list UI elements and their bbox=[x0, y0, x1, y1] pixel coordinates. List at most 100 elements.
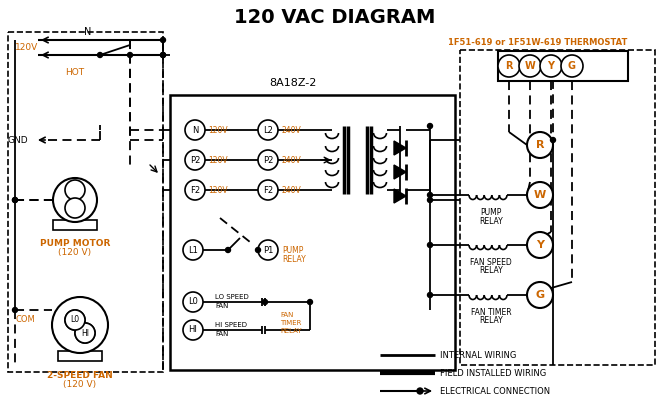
Circle shape bbox=[185, 120, 205, 140]
Circle shape bbox=[519, 55, 541, 77]
Text: 120V: 120V bbox=[208, 155, 228, 165]
Text: PUMP: PUMP bbox=[480, 208, 502, 217]
Circle shape bbox=[161, 52, 165, 57]
Circle shape bbox=[255, 248, 261, 253]
Text: 240V: 240V bbox=[281, 186, 301, 194]
Text: W: W bbox=[525, 61, 535, 71]
Text: HI: HI bbox=[188, 326, 198, 334]
Circle shape bbox=[52, 297, 108, 353]
Text: RELAY: RELAY bbox=[282, 254, 306, 264]
Text: P2: P2 bbox=[190, 155, 200, 165]
Circle shape bbox=[75, 323, 95, 343]
Text: F2: F2 bbox=[190, 186, 200, 194]
Text: RELAY: RELAY bbox=[479, 217, 503, 226]
Text: ELECTRICAL CONNECTION: ELECTRICAL CONNECTION bbox=[440, 386, 550, 396]
Text: FAN: FAN bbox=[280, 312, 293, 318]
Bar bbox=[8, 32, 163, 372]
Bar bbox=[53, 220, 97, 230]
Text: RELAY: RELAY bbox=[479, 316, 503, 325]
Text: FAN: FAN bbox=[215, 303, 228, 309]
Text: 240V: 240V bbox=[281, 126, 301, 134]
Text: 240V: 240V bbox=[281, 155, 301, 165]
Circle shape bbox=[258, 150, 278, 170]
Circle shape bbox=[308, 300, 312, 305]
Circle shape bbox=[258, 240, 278, 260]
Circle shape bbox=[258, 180, 278, 200]
Text: TIMER: TIMER bbox=[280, 320, 302, 326]
Text: Y: Y bbox=[547, 61, 555, 71]
Circle shape bbox=[183, 240, 203, 260]
Text: L0: L0 bbox=[188, 297, 198, 307]
Text: (120 V): (120 V) bbox=[64, 380, 96, 390]
Text: HI SPEED: HI SPEED bbox=[215, 322, 247, 328]
Text: N: N bbox=[192, 126, 198, 134]
Text: 120 VAC DIAGRAM: 120 VAC DIAGRAM bbox=[234, 8, 436, 26]
Text: 8A18Z-2: 8A18Z-2 bbox=[269, 78, 316, 88]
Text: 120V: 120V bbox=[208, 126, 228, 134]
Circle shape bbox=[98, 52, 103, 57]
Circle shape bbox=[527, 282, 553, 308]
Circle shape bbox=[427, 292, 433, 297]
Text: FAN TIMER: FAN TIMER bbox=[471, 308, 511, 317]
Circle shape bbox=[65, 198, 85, 218]
Bar bbox=[170, 95, 455, 370]
Circle shape bbox=[427, 192, 433, 197]
Bar bbox=[58, 351, 102, 361]
Polygon shape bbox=[394, 189, 406, 203]
Text: LO SPEED: LO SPEED bbox=[215, 294, 249, 300]
Text: L0: L0 bbox=[70, 316, 80, 324]
Circle shape bbox=[561, 55, 583, 77]
Circle shape bbox=[65, 310, 85, 330]
Text: F2: F2 bbox=[263, 186, 273, 194]
Text: L2: L2 bbox=[263, 126, 273, 134]
Circle shape bbox=[13, 197, 17, 202]
Text: RELAY: RELAY bbox=[479, 266, 503, 275]
Text: (120 V): (120 V) bbox=[58, 248, 92, 258]
Text: INTERNAL WIRING: INTERNAL WIRING bbox=[440, 351, 517, 360]
Circle shape bbox=[53, 178, 97, 222]
Text: 2-SPEED FAN: 2-SPEED FAN bbox=[47, 370, 113, 380]
Circle shape bbox=[183, 292, 203, 312]
Circle shape bbox=[161, 37, 165, 42]
Circle shape bbox=[427, 124, 433, 129]
Circle shape bbox=[258, 120, 278, 140]
Bar bbox=[498, 51, 628, 81]
Circle shape bbox=[263, 300, 267, 305]
Text: PUMP MOTOR: PUMP MOTOR bbox=[40, 238, 110, 248]
Text: FAN: FAN bbox=[215, 331, 228, 337]
Circle shape bbox=[65, 310, 85, 330]
Text: PUMP: PUMP bbox=[282, 246, 304, 254]
Text: 1F51-619 or 1F51W-619 THERMOSTAT: 1F51-619 or 1F51W-619 THERMOSTAT bbox=[448, 37, 628, 47]
Circle shape bbox=[65, 180, 85, 200]
Text: 120V: 120V bbox=[15, 43, 38, 52]
Circle shape bbox=[185, 180, 205, 200]
Circle shape bbox=[527, 132, 553, 158]
Text: FIELD INSTALLED WIRING: FIELD INSTALLED WIRING bbox=[440, 368, 546, 378]
Text: R: R bbox=[505, 61, 513, 71]
Text: N: N bbox=[84, 27, 92, 37]
Circle shape bbox=[527, 232, 553, 258]
Text: GND: GND bbox=[8, 135, 29, 145]
Circle shape bbox=[161, 52, 165, 57]
Text: RELAY: RELAY bbox=[280, 328, 302, 334]
Circle shape bbox=[185, 150, 205, 170]
Circle shape bbox=[127, 52, 133, 57]
Text: FAN SPEED: FAN SPEED bbox=[470, 258, 512, 267]
Circle shape bbox=[427, 197, 433, 202]
Text: Y: Y bbox=[536, 240, 544, 250]
Text: 120V: 120V bbox=[208, 186, 228, 194]
Bar bbox=[460, 50, 655, 365]
Text: HI: HI bbox=[81, 328, 89, 337]
Circle shape bbox=[75, 323, 95, 343]
Circle shape bbox=[183, 320, 203, 340]
Polygon shape bbox=[394, 165, 406, 179]
Polygon shape bbox=[394, 141, 406, 155]
Circle shape bbox=[13, 197, 17, 202]
Text: W: W bbox=[534, 190, 546, 200]
Text: P2: P2 bbox=[263, 155, 273, 165]
Circle shape bbox=[13, 308, 17, 313]
Text: P1: P1 bbox=[263, 246, 273, 254]
Text: G: G bbox=[568, 61, 576, 71]
Circle shape bbox=[551, 137, 555, 142]
Text: L1: L1 bbox=[188, 246, 198, 254]
